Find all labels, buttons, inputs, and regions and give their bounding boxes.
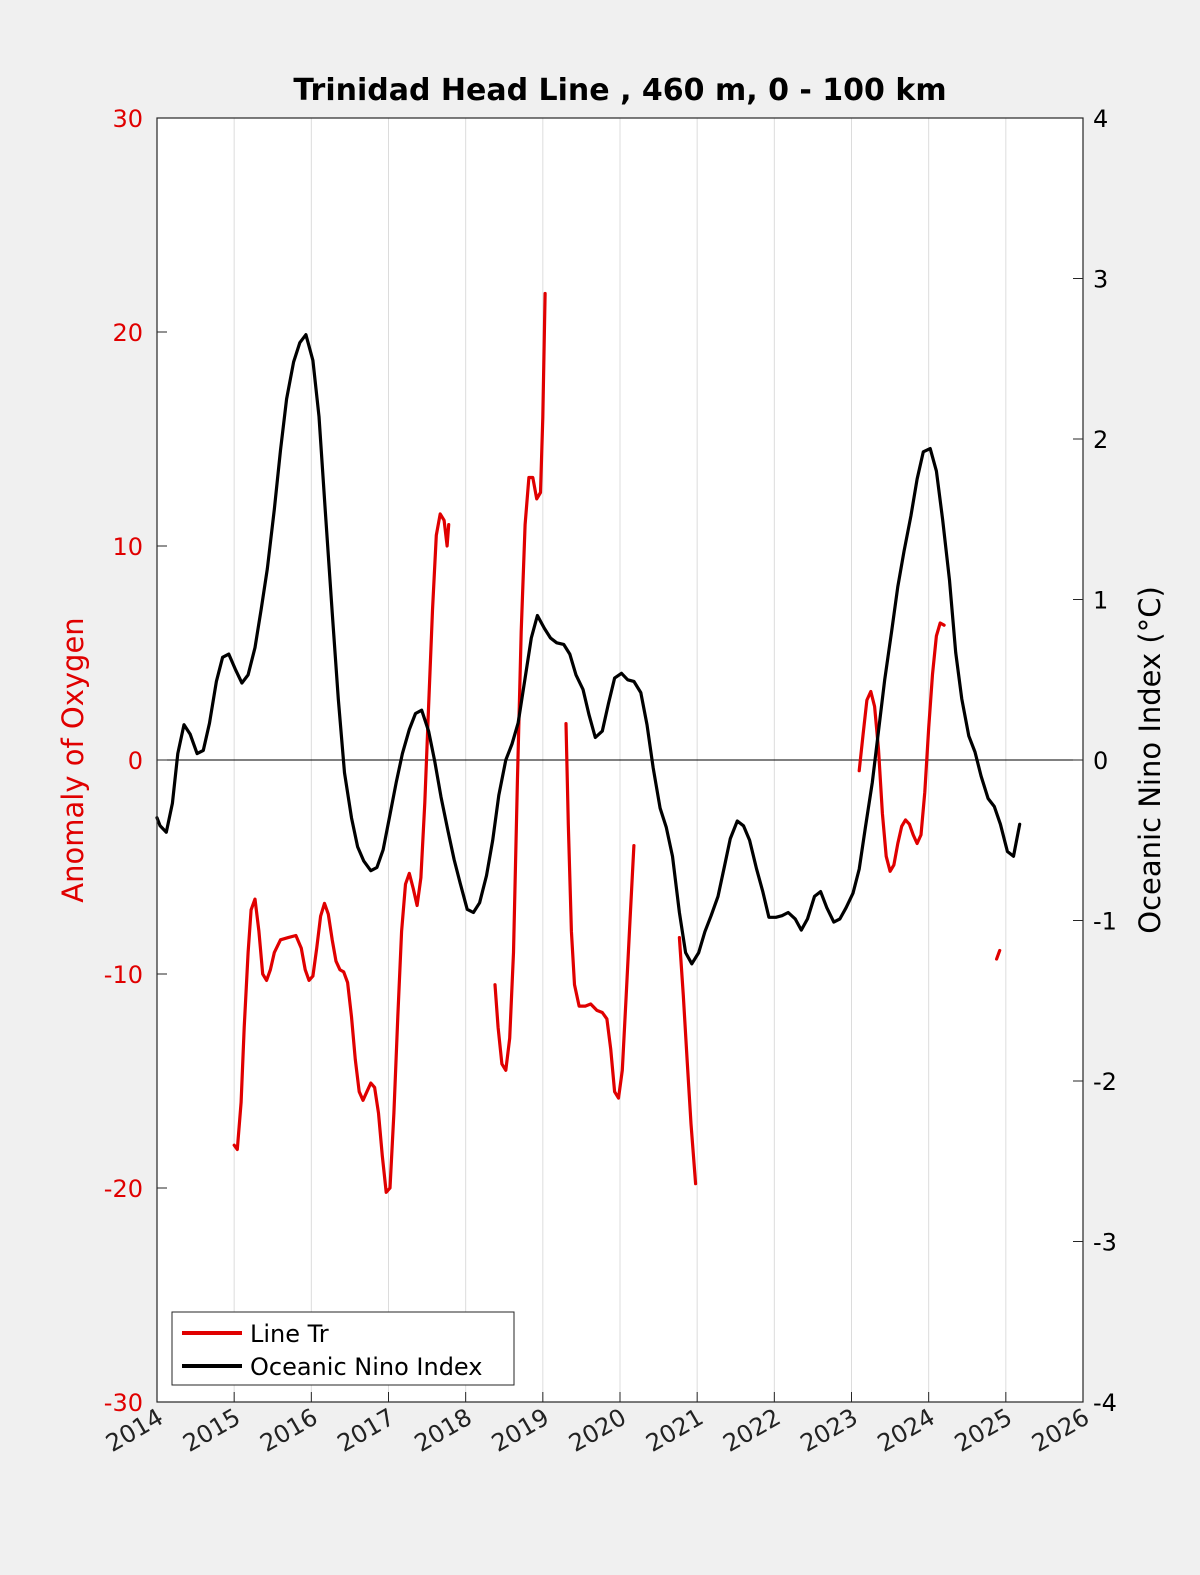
x-tick-label: 2024 <box>873 1403 940 1458</box>
x-tick-label: 2026 <box>1027 1403 1094 1458</box>
y2-axis-label: Oceanic Nino Index (°C) <box>1133 586 1167 934</box>
y2-tick-label: -1 <box>1093 908 1117 936</box>
oxygen-line-segment-0 <box>232 512 451 1194</box>
oxygen-line-segment-4 <box>857 621 946 873</box>
legend-box <box>171 1311 515 1386</box>
x-tick-label: 2016 <box>255 1403 322 1458</box>
y-tick-label: -20 <box>104 1175 143 1203</box>
oxygen-line-segment-2 <box>564 721 636 1100</box>
x-tick-label: 2021 <box>641 1403 708 1458</box>
x-tick-label: 2017 <box>333 1403 400 1458</box>
y2-tick-label: 2 <box>1093 426 1108 454</box>
y-tick-label: 30 <box>112 105 143 133</box>
legend-label-oxygen: Line Tr <box>250 1320 329 1348</box>
y2-tick-label: 1 <box>1093 587 1108 615</box>
oni-line-segment-0 <box>155 333 1022 966</box>
x-tick-label: 2019 <box>487 1403 554 1458</box>
oxygen-line-segment-3 <box>677 935 698 1186</box>
series-group <box>155 291 1022 1194</box>
chart-title: Trinidad Head Line , 460 m, 0 - 100 km <box>293 73 946 108</box>
x-tick-label: 2020 <box>564 1403 631 1458</box>
x-tick-label: 2018 <box>410 1403 477 1458</box>
y2-tick-label: -2 <box>1093 1068 1117 1096</box>
y-axis-label: Anomaly of Oxygen <box>56 617 90 902</box>
y2-tick-label: 0 <box>1093 747 1108 775</box>
x-tick-label: 2015 <box>178 1403 245 1458</box>
x-tick-label: 2025 <box>950 1403 1017 1458</box>
y2-tick-label: 3 <box>1093 266 1108 294</box>
legend: Line Tr Oceanic Nino Index <box>171 1311 515 1386</box>
y2-tick-label: -3 <box>1093 1229 1117 1257</box>
y2-tick-label: -4 <box>1093 1389 1117 1417</box>
y-tick-label: 0 <box>128 747 143 775</box>
oxygen-line-segment-1 <box>493 291 547 1072</box>
oxygen-line-segment-5 <box>994 948 1002 961</box>
y2-tick-label: 4 <box>1093 105 1108 133</box>
x-tick-label: 2022 <box>718 1403 785 1458</box>
y-tick-label: 20 <box>112 319 143 347</box>
y-tick-label: -10 <box>104 961 143 989</box>
y-tick-label: 10 <box>112 533 143 561</box>
x-tick-label: 2023 <box>796 1403 863 1458</box>
legend-label-oni: Oceanic Nino Index <box>250 1353 482 1381</box>
y-tick-label: -30 <box>104 1389 143 1417</box>
